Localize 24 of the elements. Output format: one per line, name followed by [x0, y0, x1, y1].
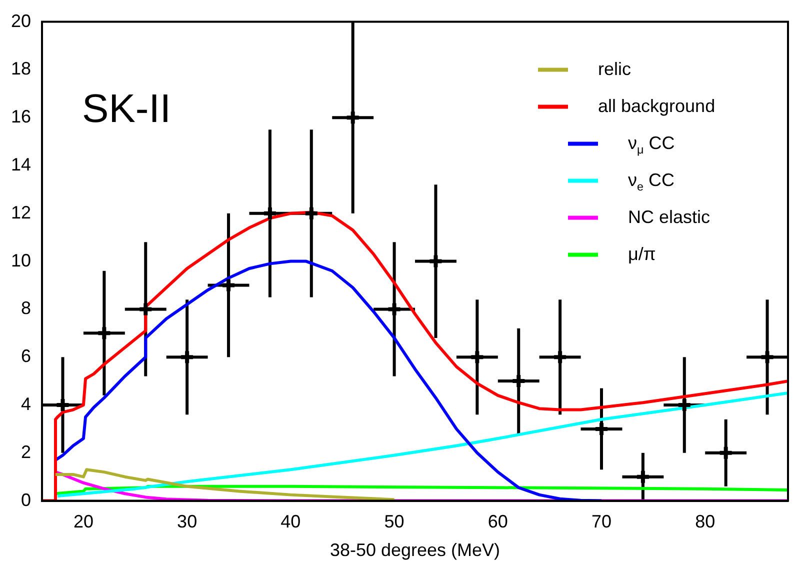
x-tick-label: 40: [280, 512, 301, 532]
y-tick-label: 0: [21, 490, 32, 510]
y-tick-label: 2: [21, 442, 32, 462]
annotation: SK-II: [82, 86, 171, 131]
y-tick-label: 20: [10, 10, 32, 31]
y-tick-label: 4: [21, 394, 32, 414]
x-tick-label: 20: [73, 512, 94, 532]
x-tick-label: 50: [384, 512, 404, 532]
legend-label: μ/π: [628, 244, 656, 264]
y-tick-label: 14: [10, 154, 32, 174]
legend-label: all background: [598, 96, 716, 116]
y-tick-label: 16: [10, 106, 32, 127]
y-tick-label: 8: [21, 298, 32, 318]
legend-label: relic: [598, 58, 632, 79]
x-tick-label: 70: [591, 512, 612, 532]
x-tick-label: 30: [177, 512, 198, 532]
y-tick-label: 10: [10, 250, 32, 270]
y-tick-label: 12: [10, 202, 32, 222]
legend-label: NC elastic: [628, 206, 710, 227]
x-tick-label: 80: [695, 512, 716, 532]
x-tick-label: 60: [488, 512, 508, 532]
y-tick-label: 18: [10, 58, 32, 79]
y-tick-label: 6: [21, 346, 32, 366]
x-axis-title: 38-50 degrees (MeV): [330, 540, 500, 560]
